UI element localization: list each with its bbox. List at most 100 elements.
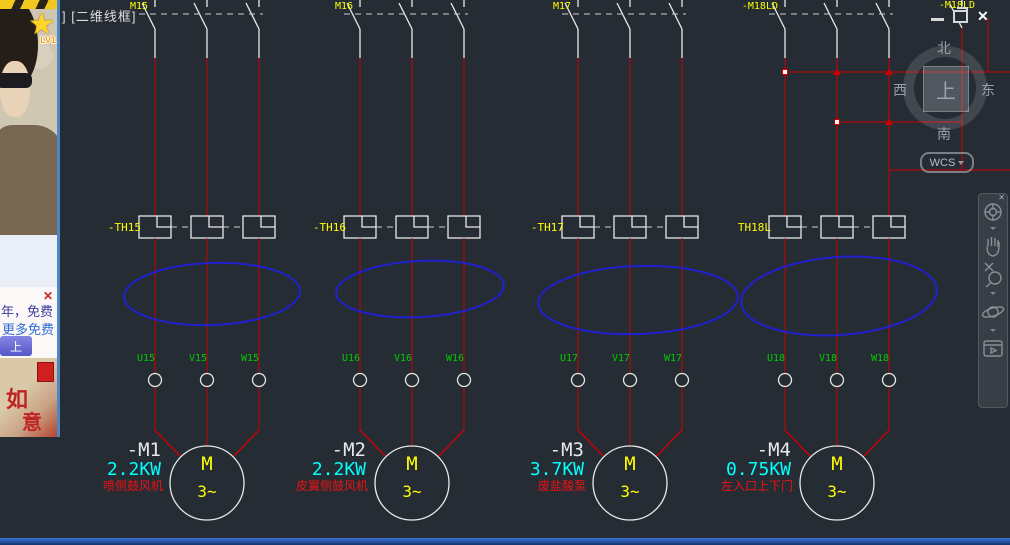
contactor-label: -M18LD bbox=[939, 0, 975, 11]
wcs-selector[interactable]: WCS bbox=[920, 152, 974, 173]
ad-button[interactable]: 上 bbox=[0, 336, 32, 356]
relay-label: TH18L bbox=[738, 221, 771, 234]
motor-tag: -M3 bbox=[550, 439, 584, 461]
calligraphy-char: 意 bbox=[22, 412, 42, 434]
navbar-close-icon[interactable]: ✕ bbox=[998, 193, 1005, 202]
motor-tag: -M2 bbox=[332, 439, 366, 461]
character-face bbox=[0, 61, 30, 117]
terminal-label: U17 bbox=[560, 353, 578, 364]
motor-desc: 皮翼侧鼓风机 bbox=[296, 479, 368, 493]
viewcube-south[interactable]: 南 bbox=[937, 126, 951, 142]
flyout-arrow-icon[interactable] bbox=[990, 292, 996, 295]
motor-phase: 3~ bbox=[197, 482, 216, 501]
terminal-label: V15 bbox=[189, 353, 207, 364]
terminal-label: W17 bbox=[664, 353, 682, 364]
motor-tag: -M1 bbox=[127, 439, 161, 461]
motor-branch-2[interactable]: M16 -TH16 U16 V16 W16 -M2 2.2KW 皮翼侧鼓风机 M… bbox=[296, 0, 480, 520]
motor-power: 0.75KW bbox=[726, 459, 791, 480]
motor-branch-3[interactable]: M17 -TH17 U17 V17 W17 -M3 3.7KW 废盐酸泵 M 3… bbox=[530, 0, 698, 520]
motor-phase: 3~ bbox=[827, 482, 846, 501]
viewcube-top-face[interactable]: 上 bbox=[923, 66, 969, 112]
pan-hand-icon[interactable] bbox=[982, 233, 1004, 259]
annotation-ellipses[interactable] bbox=[123, 250, 940, 341]
zoom-icon[interactable] bbox=[981, 259, 1005, 289]
restore-icon[interactable] bbox=[953, 6, 968, 23]
viewcube-up-label: 上 bbox=[936, 80, 956, 103]
character-shirt bbox=[0, 125, 57, 235]
annotation-ellipse bbox=[123, 261, 301, 327]
sidebar-top-banner bbox=[0, 0, 57, 9]
contactor-label: M17 bbox=[553, 1, 571, 12]
terminal-label: W16 bbox=[446, 353, 464, 364]
motor-branch-4[interactable]: -M18LD TH18L U18 V18 W18 -M4 0.75KW 左入口上… bbox=[721, 0, 905, 520]
character-sunglasses bbox=[0, 73, 32, 88]
level-badge: LV1 bbox=[40, 35, 56, 45]
motor-desc: 喷侧鼓风机 bbox=[103, 479, 163, 493]
star-icon: ★ bbox=[28, 9, 55, 41]
relay-label: -TH16 bbox=[313, 221, 346, 234]
viewcube-east[interactable]: 东 bbox=[981, 82, 995, 98]
terminal-label: U15 bbox=[137, 353, 155, 364]
motor-letter: M bbox=[406, 453, 417, 475]
flyout-arrow-icon[interactable] bbox=[990, 227, 996, 230]
contactor-label: M16 bbox=[335, 1, 353, 12]
motor-phase: 3~ bbox=[402, 482, 421, 501]
relay-label: -TH15 bbox=[108, 221, 141, 234]
motor-power: 2.2KW bbox=[312, 459, 366, 480]
relay-label: -TH17 bbox=[531, 221, 564, 234]
close-icon[interactable]: ✕ bbox=[977, 8, 989, 24]
junction-marker bbox=[834, 119, 840, 125]
annotation-ellipse bbox=[335, 259, 505, 319]
viewcube-ring[interactable] bbox=[903, 46, 987, 130]
chevron-down-icon bbox=[958, 160, 965, 165]
junction-marker bbox=[885, 68, 893, 75]
viewport-title: ] [二维线框] bbox=[62, 9, 137, 24]
flyout-arrow-icon[interactable] bbox=[990, 329, 996, 332]
junction-marker bbox=[885, 118, 893, 125]
contactor-label: -M18LD bbox=[742, 1, 778, 12]
orbit-icon[interactable] bbox=[981, 298, 1005, 326]
terminal-label: U18 bbox=[767, 353, 785, 364]
terminal-label: W18 bbox=[871, 353, 889, 364]
wcs-label: WCS bbox=[929, 156, 956, 169]
ad-character-image: ★ LV1 bbox=[0, 9, 57, 235]
minimize-icon[interactable] bbox=[931, 18, 944, 21]
motor-letter: M bbox=[831, 453, 842, 475]
motor-letter: M bbox=[624, 453, 635, 475]
junction-marker bbox=[782, 69, 788, 75]
terminal-label: V17 bbox=[612, 353, 630, 364]
motor-desc: 废盐酸泵 bbox=[538, 478, 586, 493]
terminal-label: W15 bbox=[241, 353, 259, 364]
terminal-label: U16 bbox=[342, 353, 360, 364]
motor-tag: -M4 bbox=[757, 439, 791, 461]
annotation-ellipse bbox=[537, 264, 739, 336]
viewcube-north[interactable]: 北 bbox=[937, 40, 951, 56]
calligraphy-char: 如 bbox=[6, 387, 29, 412]
showmotion-icon[interactable] bbox=[981, 335, 1005, 361]
terminal-label: V16 bbox=[394, 353, 412, 364]
motor-power: 3.7KW bbox=[530, 459, 584, 480]
motor-phase: 3~ bbox=[620, 482, 639, 501]
annotation-ellipse bbox=[740, 255, 938, 337]
motor-desc: 左入口上下门 bbox=[721, 478, 793, 493]
ad-text-line1: 年，免费 bbox=[1, 304, 54, 319]
ad-text-panel: ✕ 年，免费 更多免费 上 bbox=[0, 287, 57, 358]
ad-sidebar: ★ LV1 ✕ 年，免费 更多免费 上 如 意 bbox=[0, 0, 60, 437]
seal-stamp bbox=[37, 362, 54, 382]
ad-close-icon[interactable]: ✕ bbox=[42, 289, 53, 303]
window-controls: ✕ bbox=[931, 6, 989, 24]
terminal-label: V18 bbox=[819, 353, 837, 364]
taskbar-edge bbox=[0, 538, 1010, 545]
junction-marker bbox=[833, 68, 841, 75]
sidebar-spacer bbox=[0, 235, 57, 287]
navigation-wheel-icon[interactable] bbox=[982, 200, 1004, 224]
ad-link[interactable]: 更多免费 bbox=[2, 322, 55, 337]
ad-calligraphy-image[interactable]: 如 意 bbox=[0, 358, 57, 437]
viewcube-west[interactable]: 西 bbox=[893, 82, 907, 98]
contactor-label: M15 bbox=[130, 1, 148, 12]
motor-branch-1[interactable]: M15 -TH15 U15 V15 W15 -M1 2.2KW 喷侧鼓风机 M … bbox=[103, 0, 275, 520]
motor-letter: M bbox=[201, 453, 212, 475]
navigation-bar: ✕ bbox=[978, 193, 1008, 408]
motor-power: 2.2KW bbox=[107, 459, 161, 480]
